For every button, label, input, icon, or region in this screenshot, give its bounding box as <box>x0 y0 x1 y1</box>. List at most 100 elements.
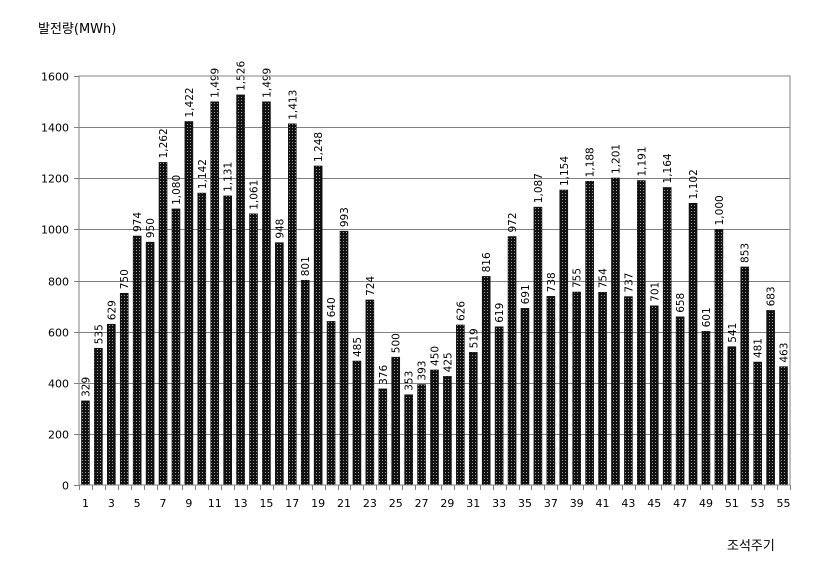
bar <box>585 181 594 486</box>
value-label: 601 <box>701 307 713 327</box>
bar <box>339 230 349 486</box>
value-label: 500 <box>391 333 403 353</box>
bar <box>430 369 439 486</box>
bar <box>313 165 323 486</box>
bar <box>779 366 788 486</box>
x-tick-label: 29 <box>440 497 454 510</box>
value-label: 541 <box>727 323 739 343</box>
bar <box>236 94 245 486</box>
bar <box>637 180 646 486</box>
x-tick-label: 47 <box>673 497 687 510</box>
bar <box>158 162 168 486</box>
x-tick-label: 23 <box>363 497 377 510</box>
value-label: 1,262 <box>158 128 170 158</box>
value-label: 485 <box>352 337 364 357</box>
x-tick-label: 9 <box>185 497 192 510</box>
value-label: 640 <box>326 297 338 317</box>
x-tick-label: 17 <box>285 497 299 510</box>
bar <box>611 177 620 486</box>
value-label: 329 <box>80 377 92 397</box>
x-tick-label: 43 <box>621 497 635 510</box>
bar <box>326 321 336 486</box>
bar <box>210 101 220 486</box>
value-label: 683 <box>766 286 778 306</box>
bar <box>688 203 698 486</box>
bar <box>572 291 582 486</box>
x-tick-label: 45 <box>647 497 661 510</box>
y-tick-label: 0 <box>62 480 69 493</box>
bar <box>171 208 181 486</box>
x-tick-label: 53 <box>751 497 765 510</box>
bar <box>262 101 271 486</box>
value-label: 1,131 <box>223 162 235 192</box>
y-tick-label: 1400 <box>41 122 69 135</box>
bar <box>740 266 750 486</box>
bar <box>520 308 530 486</box>
y-tick-label: 1600 <box>41 71 69 84</box>
bar <box>507 236 517 486</box>
value-label: 1,102 <box>688 169 700 199</box>
value-label: 481 <box>753 338 765 358</box>
bar <box>300 279 310 486</box>
value-label: 701 <box>649 282 661 302</box>
bar <box>249 213 258 486</box>
bar <box>559 189 569 486</box>
value-label: 755 <box>572 268 584 288</box>
value-label: 619 <box>494 303 506 323</box>
x-tick-label: 19 <box>311 497 325 510</box>
bar <box>766 310 775 486</box>
x-tick-label: 3 <box>108 497 115 510</box>
value-label: 393 <box>417 360 429 380</box>
bar <box>81 400 90 486</box>
value-label: 629 <box>106 300 118 320</box>
bar <box>287 123 297 486</box>
value-label: 353 <box>404 371 416 391</box>
bar <box>197 192 207 486</box>
value-label: 816 <box>481 252 493 272</box>
value-label: 1,188 <box>585 147 597 177</box>
bar <box>649 305 659 486</box>
bar <box>391 356 401 486</box>
value-label: 519 <box>468 328 480 348</box>
value-label: 1,499 <box>210 68 222 98</box>
bar <box>753 361 762 486</box>
x-tick-label: 27 <box>415 497 429 510</box>
x-tick-label: 13 <box>234 497 248 510</box>
value-label: 948 <box>274 219 286 239</box>
value-label: 750 <box>119 269 131 289</box>
bar <box>727 346 737 486</box>
x-tick-label: 11 <box>208 497 222 510</box>
bar <box>546 296 556 486</box>
value-label: 1,164 <box>662 153 674 183</box>
plot-frame <box>78 75 791 486</box>
bar <box>701 331 711 486</box>
x-tick-label: 1 <box>82 497 89 510</box>
value-label: 972 <box>507 212 519 232</box>
bar <box>275 242 284 486</box>
bar <box>624 296 633 486</box>
x-tick-label: 33 <box>492 497 506 510</box>
x-tick-label: 35 <box>518 497 532 510</box>
x-tick-label: 21 <box>337 497 351 510</box>
bar <box>352 360 362 486</box>
bar <box>119 292 129 486</box>
bar <box>443 376 452 486</box>
x-tick-label: 55 <box>777 497 791 510</box>
x-tick-label: 25 <box>389 497 403 510</box>
bar <box>107 323 116 486</box>
bar <box>132 235 142 486</box>
value-label: 801 <box>300 256 312 276</box>
bar <box>223 195 232 486</box>
value-label: 1,191 <box>636 146 648 176</box>
y-tick-label: 200 <box>48 429 69 442</box>
bar <box>675 316 685 486</box>
value-label: 950 <box>145 218 157 238</box>
value-label: 1,087 <box>533 173 545 203</box>
y-axis-title: 발전량(MWh) <box>38 22 117 37</box>
value-label: 691 <box>520 284 532 304</box>
y-tick-label: 600 <box>48 327 69 340</box>
value-label: 425 <box>442 352 454 372</box>
x-tick-label: 51 <box>725 497 739 510</box>
bar <box>145 241 155 486</box>
